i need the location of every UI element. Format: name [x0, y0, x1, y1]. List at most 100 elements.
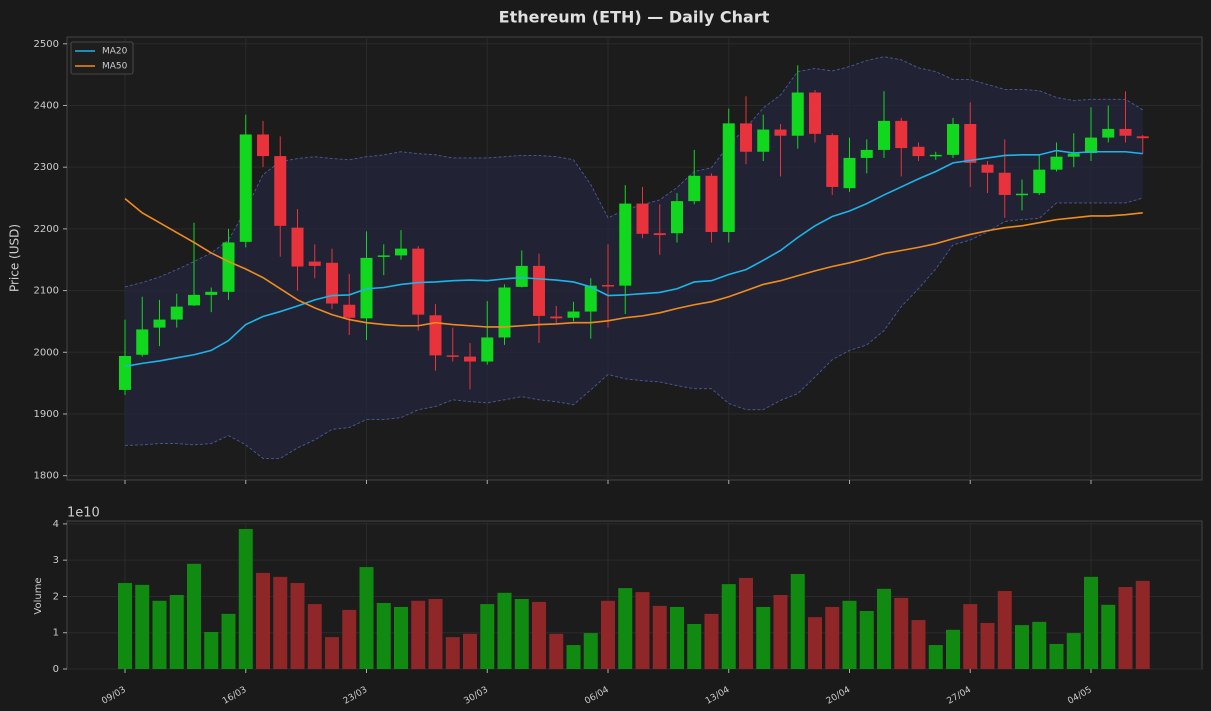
band-fill — [125, 56, 1143, 459]
candle-body — [239, 134, 252, 242]
volume-bar — [825, 606, 840, 669]
volume-bar — [946, 629, 960, 669]
candle-body — [395, 248, 407, 256]
volume-bar — [1066, 633, 1081, 669]
candle-body — [878, 120, 890, 150]
candle-body — [257, 134, 269, 157]
candle-body — [826, 135, 839, 187]
y-tick-label: 2300 — [34, 162, 59, 173]
candle-body — [998, 172, 1011, 195]
candle-body — [412, 248, 425, 315]
volume-bar — [790, 573, 805, 669]
candle-body — [947, 123, 959, 155]
volume-bar — [756, 606, 771, 669]
volume-bar — [808, 617, 822, 669]
candle-body — [550, 316, 563, 319]
volume-bar — [342, 609, 357, 669]
volume-bar — [307, 604, 322, 669]
candle-body — [602, 285, 614, 287]
candle-body — [860, 149, 873, 158]
candle-body — [791, 92, 804, 136]
candle-body — [671, 201, 683, 234]
volume-bar — [635, 592, 650, 669]
candle-body — [757, 129, 770, 152]
volume-bar — [187, 563, 201, 669]
volume-bar — [618, 588, 633, 669]
volume-bar — [549, 633, 564, 669]
candle-body — [119, 355, 131, 390]
volume-bar — [256, 572, 270, 669]
candle-body — [705, 175, 718, 232]
volume-bar — [238, 528, 253, 669]
candle-body — [912, 146, 925, 157]
candle-body — [636, 203, 649, 234]
candle-body — [377, 255, 390, 257]
candle-body — [722, 123, 735, 232]
band-upper — [124, 56, 1143, 288]
y-tick-label: 0 — [53, 664, 59, 675]
candle-body — [1033, 169, 1046, 194]
y-tick-label: 2100 — [34, 286, 59, 297]
candle-body — [1136, 136, 1149, 139]
candle-body — [1102, 128, 1115, 138]
volume-bar — [842, 600, 857, 669]
candle-body — [619, 203, 632, 286]
volume-bar — [1032, 621, 1047, 669]
ma-line — [124, 149, 1143, 368]
plot-area — [66, 520, 1203, 670]
y-tick-label: 1800 — [34, 471, 59, 482]
volume-bar — [480, 604, 495, 669]
y-tick-label: 1 — [53, 628, 59, 639]
volume-bar — [859, 610, 874, 669]
volume-bar — [773, 595, 788, 669]
volume-bar — [721, 584, 736, 669]
volume-bar — [963, 604, 978, 669]
candle-body — [326, 262, 338, 304]
volume-bar — [687, 624, 702, 669]
candle-body — [464, 356, 476, 362]
volume-bar — [911, 620, 926, 669]
volume-bar — [652, 605, 667, 669]
y-tick-label: 2 — [53, 591, 59, 602]
volume-bar — [514, 598, 529, 669]
candle-body — [981, 164, 994, 173]
volume-bar — [325, 637, 339, 669]
candle-body — [688, 175, 701, 202]
volume-bar — [428, 598, 443, 669]
y-tick-label: 2500 — [34, 39, 59, 50]
candle-body — [895, 120, 908, 149]
candle-body — [584, 285, 597, 312]
volume-bar — [739, 577, 753, 669]
candle-body — [308, 261, 321, 266]
candle-body — [1016, 193, 1028, 196]
volume-bar — [566, 645, 581, 669]
volume-bar — [1015, 625, 1029, 669]
volume-bar — [359, 567, 374, 669]
volume-bar — [376, 602, 391, 669]
candle-body — [653, 233, 666, 236]
candle-body — [274, 156, 287, 226]
volume-bar — [583, 633, 598, 669]
candle-body — [740, 123, 752, 152]
band-lower — [124, 197, 1143, 459]
y-tick-label: 2000 — [34, 347, 59, 358]
candle-body — [291, 227, 304, 267]
volume-bar — [1135, 580, 1150, 669]
volume-bar — [221, 613, 236, 669]
volume-bar — [601, 600, 615, 669]
y-tick-label: 4 — [53, 519, 59, 530]
volume-bar — [273, 576, 288, 669]
volume-bar — [497, 592, 512, 669]
chart-title: Ethereum (ETH) — Daily Chart — [499, 8, 770, 27]
y-axis-label: Price (USD) — [8, 224, 22, 292]
candle-body — [481, 337, 494, 362]
candle-body — [222, 242, 235, 292]
volume-bar — [463, 633, 477, 669]
candle-body — [1050, 156, 1063, 170]
volume-bar — [980, 622, 995, 669]
volume-bar — [1101, 604, 1116, 669]
candle-body — [843, 157, 856, 189]
candle-body — [929, 154, 942, 157]
volume-bar — [928, 645, 943, 669]
